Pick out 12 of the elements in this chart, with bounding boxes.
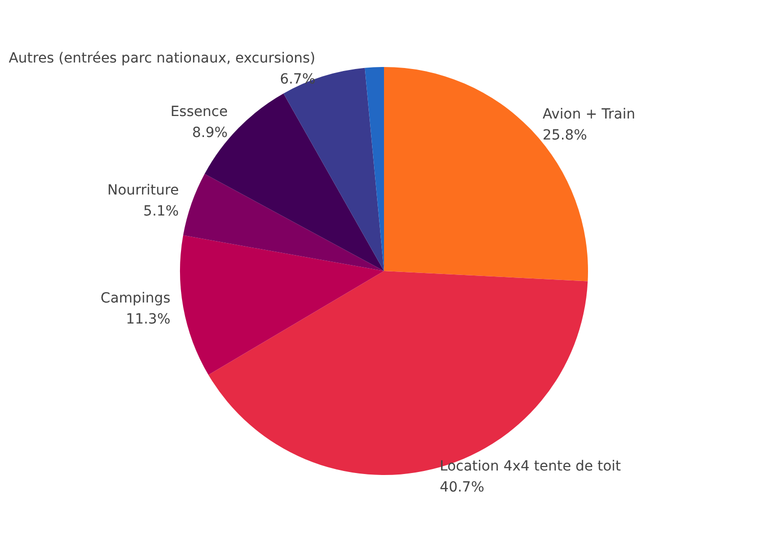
data-label: 8.9% bbox=[192, 125, 228, 142]
slice-label: Avion + Train bbox=[542, 106, 636, 122]
data-label: 6.7% bbox=[280, 71, 316, 88]
slice-label: Location 4x4 tente de toit bbox=[440, 458, 622, 474]
data-label: 25.8% bbox=[542, 127, 588, 144]
slice-label: Nourriture bbox=[107, 182, 179, 199]
slice-label: Campings bbox=[100, 290, 170, 306]
slice-label: Autres (entrées parc nationaux, excursions) bbox=[8, 50, 316, 66]
data-label: 11.3% bbox=[126, 311, 170, 328]
slice-label: Essence bbox=[170, 104, 228, 120]
data-label: 5.1% bbox=[143, 204, 179, 220]
data-label: 40.7% bbox=[440, 479, 484, 496]
